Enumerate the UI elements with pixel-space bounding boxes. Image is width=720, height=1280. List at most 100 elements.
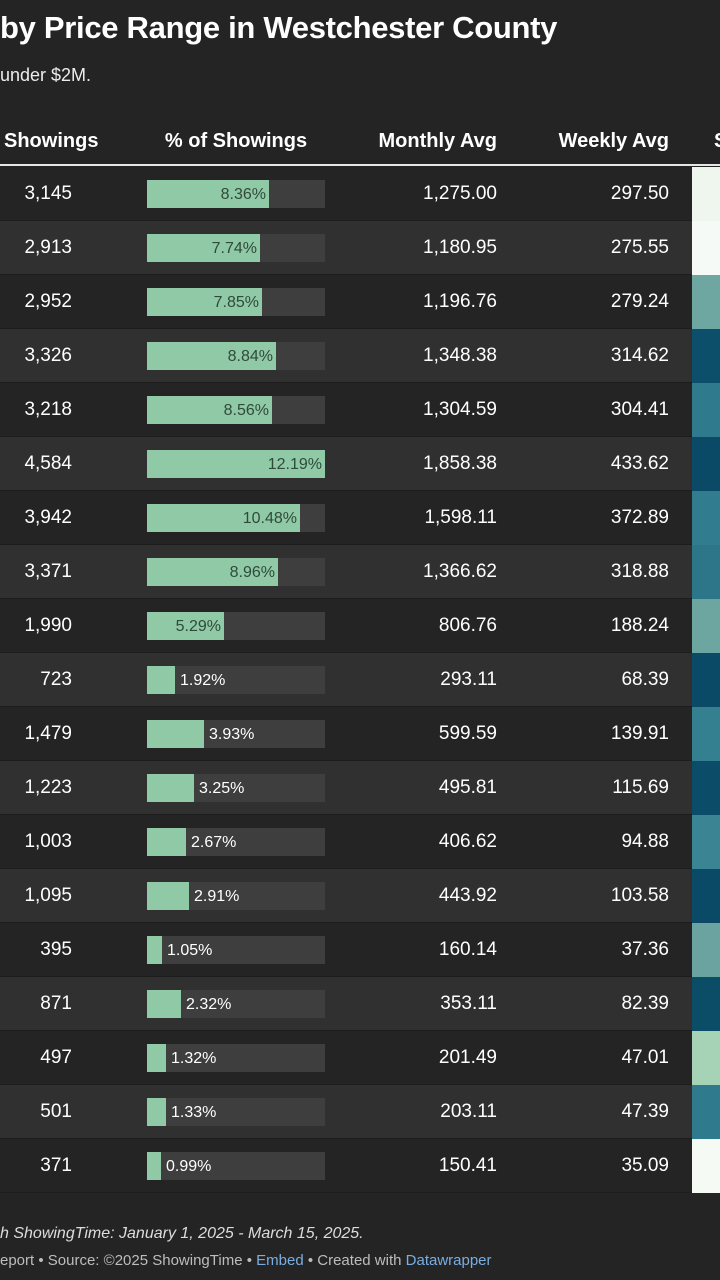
showings-cell: 1,003	[24, 831, 72, 852]
monthly-avg-cell: 443.92	[438, 885, 497, 906]
pct-bar-label: 2.67%	[191, 834, 237, 851]
showings-cell: 3,942	[24, 507, 72, 528]
monthly-avg-cell: 1,366.62	[423, 561, 497, 582]
column-header-weekly-avg[interactable]: Weekly Avg	[558, 130, 669, 152]
heat-cell	[692, 1085, 720, 1139]
showings-cell: 501	[40, 1101, 72, 1122]
pct-bar-label: 0.99%	[166, 1158, 212, 1175]
monthly-avg-cell: 293.11	[440, 669, 497, 690]
source-line: eport • Source: ©2025 ShowingTime • Embe…	[0, 1252, 492, 1269]
pct-bar-label: 1.33%	[171, 1104, 217, 1121]
heat-cell	[692, 167, 720, 221]
source-text: eport • Source: ©2025 ShowingTime •	[0, 1252, 257, 1269]
pct-bar-label: 2.32%	[186, 996, 232, 1013]
pct-bar-label: 8.96%	[229, 564, 275, 581]
pct-bar	[147, 666, 175, 694]
pct-bar-track: 7.74%	[147, 234, 325, 262]
weekly-avg-cell: 279.24	[610, 291, 669, 312]
table-row: 1,003 2.67% 406.62 94.88	[0, 815, 720, 869]
embed-link[interactable]: Embed	[256, 1252, 304, 1269]
heat-cell	[692, 923, 720, 977]
pct-bar	[147, 450, 325, 478]
footnote: h ShowingTime: January 1, 2025 - March 1…	[0, 1225, 364, 1242]
heat-cell	[692, 221, 720, 275]
pct-bar-track: 5.29%	[147, 612, 325, 640]
heat-cell	[692, 869, 720, 923]
pct-bar	[147, 558, 278, 586]
heat-cell	[692, 545, 720, 599]
column-header-next[interactable]: S	[714, 130, 720, 153]
pct-bar	[147, 288, 262, 316]
monthly-avg-cell: 353.11	[440, 993, 497, 1014]
showings-cell: 2,952	[24, 291, 72, 312]
pct-bar	[147, 396, 272, 424]
monthly-avg-cell: 201.49	[438, 1047, 497, 1068]
weekly-avg-cell: 47.39	[621, 1101, 669, 1122]
table-row: 4,584 12.19% 1,858.38 433.62	[0, 437, 720, 491]
table-row: 1,223 3.25% 495.81 115.69	[0, 761, 720, 815]
weekly-avg-cell: 82.39	[621, 993, 669, 1014]
datawrapper-link[interactable]: Datawrapper	[405, 1252, 492, 1269]
pct-bar-label: 8.84%	[227, 348, 273, 365]
pct-bar	[147, 504, 300, 532]
monthly-avg-cell: 1,304.59	[423, 399, 497, 420]
table-row: 1,479 3.93% 599.59 139.91	[0, 707, 720, 761]
table-row: 371 0.99% 150.41 35.09	[0, 1139, 720, 1193]
heat-cell	[692, 761, 720, 815]
pct-bar-label: 8.56%	[223, 402, 269, 419]
pct-bar-track: 12.19%	[147, 450, 325, 478]
column-header-pct-showings[interactable]: % of Showings	[164, 130, 308, 152]
pct-bar-label: 1.92%	[180, 672, 226, 689]
heat-cell	[692, 275, 720, 329]
pct-bar-label: 12.19%	[267, 456, 322, 473]
pct-bar-track: 1.33%	[147, 1098, 325, 1126]
pct-bar	[147, 774, 194, 802]
showings-cell: 723	[40, 669, 72, 690]
heat-cell	[692, 599, 720, 653]
monthly-avg-cell: 599.59	[438, 723, 497, 744]
weekly-avg-cell: 139.91	[610, 723, 669, 744]
pct-bar	[147, 180, 269, 208]
monthly-avg-cell: 160.14	[438, 939, 497, 960]
heat-cell	[692, 437, 720, 491]
showings-cell: 3,326	[24, 345, 72, 366]
table-row: 3,326 8.84% 1,348.38 314.62	[0, 329, 720, 383]
weekly-avg-cell: 318.88	[610, 561, 669, 582]
showings-cell: 497	[40, 1047, 72, 1068]
weekly-avg-cell: 103.58	[610, 885, 669, 906]
table-row: 3,371 8.96% 1,366.62 318.88	[0, 545, 720, 599]
showings-cell: 1,479	[24, 723, 72, 744]
table-row: 497 1.32% 201.49 47.01	[0, 1031, 720, 1085]
monthly-avg-cell: 1,196.76	[423, 291, 497, 312]
pct-bar-track: 10.48%	[147, 504, 325, 532]
weekly-avg-cell: 433.62	[610, 453, 669, 474]
pct-bar-track: 3.93%	[147, 720, 325, 748]
pct-bar	[147, 612, 224, 640]
monthly-avg-cell: 1,275.00	[423, 183, 497, 204]
pct-bar-label: 7.74%	[211, 240, 257, 257]
pct-bar	[147, 936, 162, 964]
created-with-text: • Created with	[303, 1252, 406, 1269]
pct-bar	[147, 828, 186, 856]
weekly-avg-cell: 47.01	[621, 1047, 669, 1068]
pct-bar-track: 1.05%	[147, 936, 325, 964]
column-header-monthly-avg[interactable]: Monthly Avg	[378, 130, 497, 152]
heat-cell	[692, 977, 720, 1031]
pct-bar-track: 0.99%	[147, 1152, 325, 1180]
pct-bar-track: 2.67%	[147, 828, 325, 856]
monthly-avg-cell: 150.41	[438, 1155, 497, 1176]
column-header-showings[interactable]: Showings	[4, 130, 99, 152]
weekly-avg-cell: 37.36	[621, 939, 669, 960]
weekly-avg-cell: 297.50	[610, 183, 669, 204]
pct-bar-track: 2.32%	[147, 990, 325, 1018]
pct-bar-track: 8.84%	[147, 342, 325, 370]
showings-cell: 1,095	[24, 885, 72, 906]
monthly-avg-cell: 406.62	[438, 831, 497, 852]
weekly-avg-cell: 372.89	[610, 507, 669, 528]
pct-bar	[147, 342, 276, 370]
pct-bar-track: 8.36%	[147, 180, 325, 208]
weekly-avg-cell: 35.09	[621, 1155, 669, 1176]
pct-bar-label: 3.25%	[199, 780, 245, 797]
showings-cell: 3,371	[24, 561, 72, 582]
pct-bar-label: 1.32%	[171, 1050, 217, 1067]
